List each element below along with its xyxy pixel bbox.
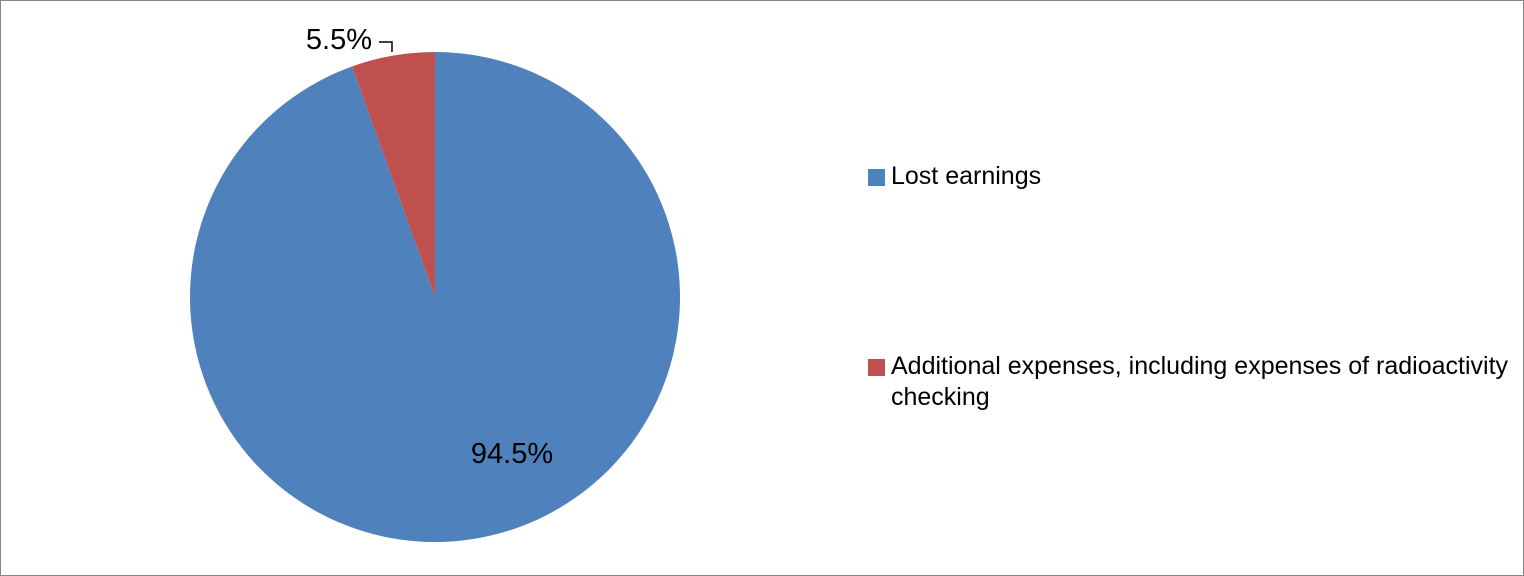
legend-swatch-additional-expenses — [868, 359, 885, 376]
legend-label-lost-earnings: Lost earnings — [891, 162, 1042, 190]
pie-slice-0 — [190, 52, 681, 542]
data-label-additional-expenses: 5.5% — [306, 24, 372, 56]
pie-slice-1 — [352, 52, 435, 297]
legend-swatch-lost-earnings — [868, 169, 885, 186]
legend-label-additional-expenses: Additional expenses, including expenses … — [891, 352, 1509, 411]
legend-item-lost-earnings: Lost earnings — [868, 161, 1511, 192]
legend-item-additional-expenses: Additional expenses, including expenses … — [868, 351, 1511, 413]
legend: Lost earnings Additional expenses, inclu… — [868, 1, 1518, 575]
leader-line-additional-expenses — [379, 41, 393, 52]
data-label-lost-earnings: 94.5% — [471, 438, 553, 470]
